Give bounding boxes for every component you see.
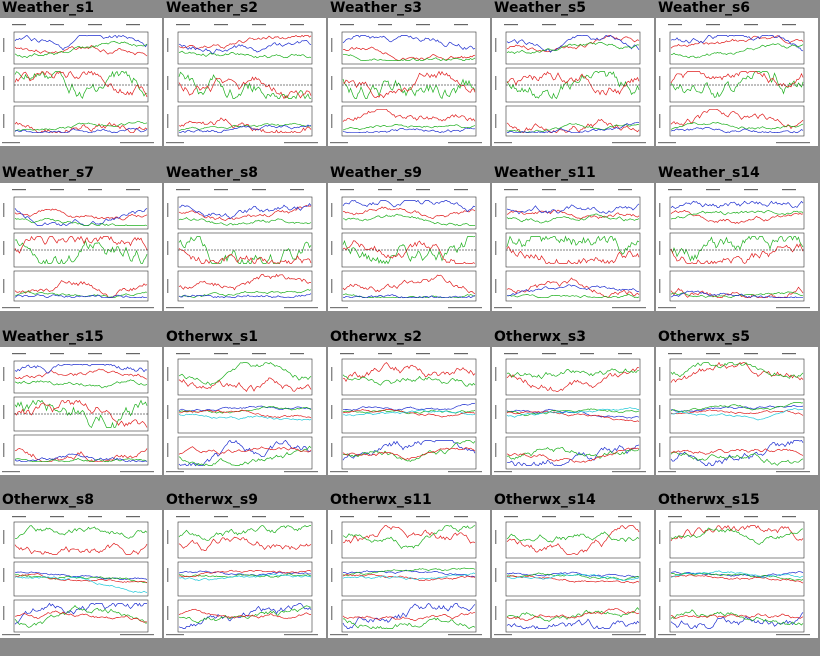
thumbnail-title: Weather_s7 xyxy=(2,165,95,181)
thumbnail-chart-graphic xyxy=(0,183,162,311)
thumbnail-chart-image[interactable] xyxy=(0,510,162,638)
thumbnail-title: Weather_s6 xyxy=(658,0,751,16)
thumbnail-chart-graphic xyxy=(328,18,490,146)
thumbnail-chart-graphic xyxy=(656,183,818,311)
thumbnail-chart-graphic xyxy=(656,347,818,475)
thumbnail-title: Weather_s2 xyxy=(166,0,259,16)
thumbnail-title: Otherwx_s2 xyxy=(330,329,422,345)
thumbnail-title: Otherwx_s15 xyxy=(658,492,760,508)
thumbnail-chart-image[interactable] xyxy=(328,510,490,638)
thumbnail-chart-image[interactable] xyxy=(328,183,490,311)
thumbnail-chart-image[interactable] xyxy=(328,347,490,475)
thumbnail-chart-graphic xyxy=(328,183,490,311)
thumbnail-chart-graphic xyxy=(492,18,654,146)
thumbnail-chart-image[interactable] xyxy=(328,18,490,146)
thumbnail-chart-graphic xyxy=(492,510,654,638)
thumbnail-chart-image[interactable] xyxy=(164,183,326,311)
thumbnail-chart-graphic xyxy=(164,183,326,311)
thumbnail-chart-image[interactable] xyxy=(656,183,818,311)
thumbnail-title: Otherwx_s1 xyxy=(166,329,258,345)
thumbnail-chart-graphic xyxy=(0,347,162,475)
thumbnail-chart-graphic xyxy=(492,347,654,475)
thumbnail-chart-graphic xyxy=(164,347,326,475)
thumbnail-chart-graphic xyxy=(164,510,326,638)
thumbnail-chart-graphic xyxy=(328,347,490,475)
thumbnail-chart-image[interactable] xyxy=(656,510,818,638)
thumbnail-chart-image[interactable] xyxy=(492,18,654,146)
thumbnail-title: Otherwx_s9 xyxy=(166,492,258,508)
thumbnail-chart-graphic xyxy=(0,18,162,146)
thumbnail-title: Otherwx_s5 xyxy=(658,329,750,345)
thumbnail-chart-graphic xyxy=(328,510,490,638)
thumbnail-chart-image[interactable] xyxy=(164,18,326,146)
thumbnail-chart-image[interactable] xyxy=(656,18,818,146)
thumbnail-title: Weather_s11 xyxy=(494,165,596,181)
thumbnail-chart-graphic xyxy=(492,183,654,311)
thumbnail-title: Otherwx_s3 xyxy=(494,329,586,345)
thumbnail-title: Otherwx_s11 xyxy=(330,492,432,508)
thumbnail-chart-image[interactable] xyxy=(0,347,162,475)
thumbnail-title: Weather_s3 xyxy=(330,0,423,16)
thumbnail-title: Weather_s14 xyxy=(658,165,760,181)
thumbnail-chart-image[interactable] xyxy=(164,347,326,475)
thumbnail-title: Weather_s9 xyxy=(330,165,423,181)
thumbnail-chart-image[interactable] xyxy=(0,183,162,311)
thumbnail-chart-image[interactable] xyxy=(164,510,326,638)
thumbnail-chart-image[interactable] xyxy=(0,18,162,146)
thumbnail-title: Weather_s8 xyxy=(166,165,259,181)
thumbnail-chart-image[interactable] xyxy=(492,510,654,638)
thumbnail-chart-image[interactable] xyxy=(492,347,654,475)
thumbnail-chart-image[interactable] xyxy=(656,347,818,475)
thumbnail-title: Weather_s15 xyxy=(2,329,104,345)
thumbnail-chart-graphic xyxy=(164,18,326,146)
thumbnail-chart-graphic xyxy=(0,510,162,638)
thumbnail-title: Weather_s1 xyxy=(2,0,95,16)
thumbnail-chart-image[interactable] xyxy=(492,183,654,311)
thumbnail-title: Otherwx_s14 xyxy=(494,492,596,508)
thumbnail-chart-graphic xyxy=(656,18,818,146)
thumbnail-title: Weather_s5 xyxy=(494,0,587,16)
thumbnail-chart-graphic xyxy=(656,510,818,638)
thumbnail-title: Otherwx_s8 xyxy=(2,492,94,508)
